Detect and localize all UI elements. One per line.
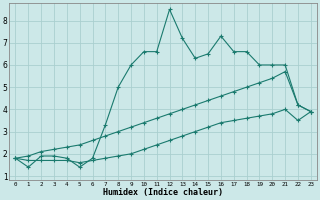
X-axis label: Humidex (Indice chaleur): Humidex (Indice chaleur) bbox=[103, 188, 223, 197]
